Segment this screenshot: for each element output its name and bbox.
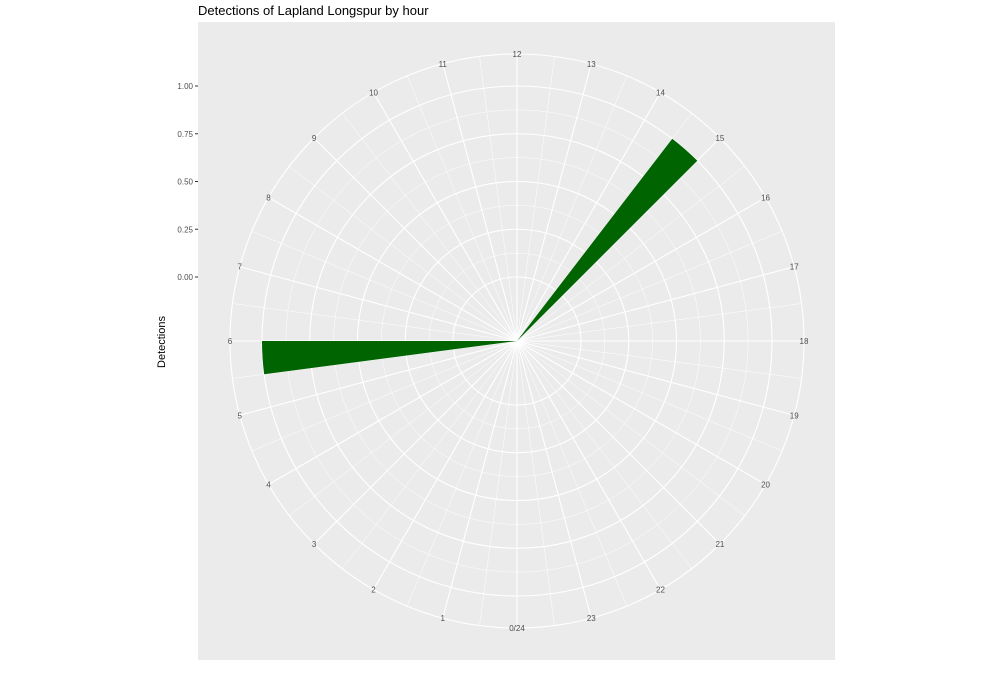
bar-hour-15 [517, 138, 698, 341]
bar-hour-6 [262, 341, 517, 375]
major-spoke [442, 340, 518, 619]
hour-label: 8 [266, 194, 271, 203]
hour-label: 14 [656, 88, 665, 97]
minor-spoke [516, 340, 745, 516]
y-tick-label: 1.00 [177, 82, 193, 91]
minor-spoke [406, 340, 518, 607]
y-axis: 0.00 0.25 0.50 0.75 1.00 [177, 82, 198, 282]
minor-spoke [516, 166, 745, 342]
hour-label: 10 [369, 88, 378, 97]
major-spoke [442, 63, 518, 342]
minor-spoke [232, 303, 518, 342]
hour-label: 0/24 [509, 624, 525, 633]
minor-spoke [516, 56, 555, 342]
y-tick-label: 0.50 [177, 178, 193, 187]
hour-label: 13 [587, 60, 596, 69]
grid-lines [229, 53, 805, 629]
hour-label: 19 [790, 411, 799, 420]
major-spoke [313, 137, 518, 342]
major-spoke [516, 340, 721, 545]
major-spoke [516, 340, 795, 416]
major-spoke [373, 92, 518, 342]
y-tick-label: 0.75 [177, 130, 193, 139]
major-spoke [516, 340, 766, 485]
major-spoke [516, 266, 795, 342]
minor-spoke [479, 340, 518, 626]
major-spoke [268, 340, 518, 485]
major-spoke [373, 340, 518, 590]
minor-spoke [251, 340, 518, 452]
major-spoke [239, 266, 518, 342]
minor-spoke [516, 340, 783, 452]
chart-title: Detections of Lapland Longspur by hour [198, 3, 429, 18]
minor-spoke [516, 340, 555, 626]
hour-label: 16 [761, 194, 770, 203]
y-tick-label: 0.25 [177, 225, 193, 234]
major-spoke [516, 63, 592, 342]
hour-label: 22 [656, 586, 665, 595]
major-spoke [516, 340, 661, 590]
minor-spoke [289, 340, 518, 516]
hour-label: 4 [266, 481, 271, 490]
major-spoke [516, 197, 766, 342]
hour-label: 3 [312, 540, 317, 549]
hour-label: 1 [440, 614, 445, 623]
hour-label: 9 [312, 134, 317, 143]
major-spoke [516, 340, 592, 619]
hour-label: 7 [238, 263, 243, 272]
minor-spoke [516, 340, 628, 607]
major-spoke [516, 92, 661, 342]
minor-spoke [251, 230, 518, 342]
major-spoke [313, 340, 518, 545]
minor-spoke [479, 56, 518, 342]
hour-label: 15 [715, 134, 724, 143]
hour-label: 2 [371, 586, 376, 595]
hour-label: 12 [513, 50, 522, 59]
hour-label: 5 [238, 411, 243, 420]
minor-spoke [406, 75, 518, 342]
hour-label: 17 [790, 263, 799, 272]
minor-spoke [516, 340, 692, 569]
hour-label: 11 [439, 60, 448, 69]
hour-label: 23 [587, 614, 596, 623]
hour-label: 20 [761, 481, 770, 490]
hour-label: 21 [715, 540, 724, 549]
minor-spoke [289, 166, 518, 342]
minor-spoke [342, 340, 518, 569]
hour-labels: 0/24123456789101112131415161718192021222… [228, 50, 809, 633]
major-spoke [268, 197, 518, 342]
minor-spoke [516, 340, 802, 379]
hour-label: 18 [800, 337, 809, 346]
minor-spoke [516, 230, 783, 342]
hour-label: 6 [228, 337, 233, 346]
y-tick-label: 0.00 [177, 273, 193, 282]
bars [262, 138, 698, 375]
major-spoke [239, 340, 518, 416]
minor-spoke [342, 113, 518, 342]
minor-spoke [516, 75, 628, 342]
minor-spoke [516, 303, 802, 342]
